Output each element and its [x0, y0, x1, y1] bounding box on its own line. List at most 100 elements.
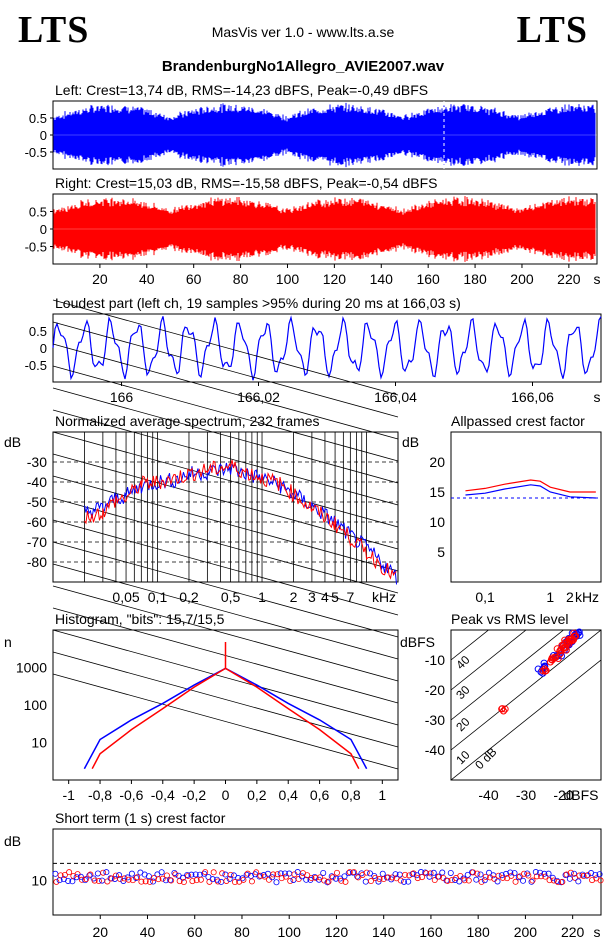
histogram-xtick: 0,2 — [247, 787, 267, 803]
allpass-crest-line-left — [465, 484, 596, 499]
short-crest-point-right — [499, 874, 506, 881]
spectrum-xunit: kHz — [372, 589, 396, 605]
histogram-ytick: 10 — [31, 735, 47, 751]
short-crest-xtick: 20 — [92, 924, 108, 940]
short-crest-ytick: 10 — [31, 873, 47, 889]
short-crest-point-left — [473, 876, 480, 883]
short-crest-point-right — [580, 873, 587, 880]
left-channel-ytick: -0.5 — [25, 145, 47, 160]
spectrum-xtick: 2 — [290, 589, 298, 605]
short-crest-point-right — [397, 877, 404, 884]
spectrum-ytick: -40 — [27, 474, 47, 490]
peak-rms-diagonal — [451, 630, 490, 661]
short-crest-point-right — [104, 878, 111, 885]
allpass-crest-title: Allpassed crest factor — [451, 413, 585, 429]
short-crest-title: Short term (1 s) crest factor — [55, 810, 226, 826]
short-crest-xtick: 200 — [514, 924, 538, 940]
spectrum-slope-line — [52, 299, 399, 396]
spectrum-slope-line — [52, 629, 399, 726]
short-crest-point-right — [338, 877, 345, 884]
short-crest-xtick: 80 — [234, 924, 250, 940]
short-crest-point-left — [94, 870, 101, 877]
short-crest-point-left — [481, 877, 488, 884]
short-crest-point-left — [354, 873, 361, 880]
short-crest-point-right — [295, 876, 302, 883]
short-crest-point-left — [477, 871, 484, 878]
short-crest-point-left — [430, 869, 437, 876]
short-crest-point-right — [567, 869, 574, 876]
short-crest-point-left — [575, 878, 582, 885]
short-crest-point-right — [410, 870, 417, 877]
short-crest-point-left — [290, 876, 297, 883]
short-crest-point-right — [100, 869, 107, 876]
short-crest-point-right — [253, 869, 260, 876]
allpass-crest-xunit: kHz — [575, 589, 599, 605]
short-crest-point-right — [444, 877, 451, 884]
peak-rms-point-right — [501, 705, 509, 713]
short-crest-point-left — [128, 870, 135, 877]
short-crest-point-left — [413, 872, 420, 879]
loudest-part-xtick: 166,06 — [511, 389, 554, 405]
short-crest-point-left — [179, 874, 186, 881]
app-title: MasVis ver 1.0 - www.lts.a.se — [211, 24, 395, 40]
peak-rms-xlabel: dBFS — [563, 787, 598, 803]
right-channel-xtick: 180 — [463, 271, 487, 287]
short-crest-point-right — [333, 869, 340, 876]
short-crest-point-left — [566, 875, 573, 882]
short-crest-point-right — [402, 871, 409, 878]
short-crest-point-left — [507, 869, 514, 876]
short-crest-point-right — [197, 876, 204, 883]
short-crest-point-right — [316, 874, 323, 881]
short-crest-point-right — [134, 874, 141, 881]
allpass-crest-xtick: 2 — [566, 589, 574, 605]
peak-rms-ytick: -10 — [425, 652, 445, 668]
short-crest-point-right — [193, 877, 200, 884]
short-crest-point-right — [180, 879, 187, 886]
short-crest-point-right — [287, 878, 294, 885]
short-crest-point-left — [145, 873, 152, 880]
short-crest-point-right — [550, 877, 557, 884]
short-crest-point-right — [83, 876, 90, 883]
short-crest-xtick: 140 — [372, 924, 396, 940]
short-crest-point-left — [379, 870, 386, 877]
loudest-part-xunit: s — [594, 389, 601, 405]
short-crest-point-right — [53, 878, 60, 885]
peak-rms-title: Peak vs RMS level — [451, 611, 568, 627]
peak-rms-ytick: -30 — [425, 712, 445, 728]
short-crest-point-left — [116, 872, 123, 879]
right-channel-xtick: 80 — [233, 271, 249, 287]
peak-rms-diagonal-label: 0 dB — [472, 745, 499, 772]
spectrum-ytick: -60 — [27, 514, 47, 530]
spectrum-slope-line — [52, 343, 399, 440]
short-crest-point-right — [436, 873, 443, 880]
short-crest-point-left — [341, 873, 348, 880]
peak-rms-point-right — [498, 705, 506, 713]
short-crest-point-right — [176, 878, 183, 885]
spectrum-slope-line — [52, 651, 399, 748]
short-crest-point-right — [142, 878, 149, 885]
allpass-crest-ytick: 20 — [429, 454, 445, 470]
short-crest-xunit: s — [594, 924, 601, 940]
short-crest-point-left — [99, 877, 106, 884]
spectrum-ylabel: dB — [4, 434, 21, 450]
short-crest-point-left — [541, 870, 548, 877]
short-crest-point-left — [218, 878, 225, 885]
short-crest-point-right — [219, 870, 226, 877]
short-crest-point-right — [163, 872, 170, 879]
spectrum-slope-line — [52, 321, 399, 418]
spectrum-line-left — [83, 462, 398, 585]
short-crest-point-right — [282, 873, 289, 880]
short-crest-point-left — [281, 870, 288, 877]
short-crest-point-right — [223, 877, 230, 884]
peak-rms-ytick: -20 — [425, 682, 445, 698]
short-crest-point-left — [188, 871, 195, 878]
short-crest-point-right — [304, 872, 311, 879]
right-channel-xtick: 160 — [416, 271, 440, 287]
short-crest-point-right — [248, 878, 255, 885]
short-crest-point-left — [439, 869, 446, 876]
logo-right: LTS — [516, 9, 588, 51]
short-crest-point-left — [503, 870, 510, 877]
right-channel-xtick: 60 — [186, 271, 202, 287]
short-crest-point-left — [77, 873, 84, 880]
